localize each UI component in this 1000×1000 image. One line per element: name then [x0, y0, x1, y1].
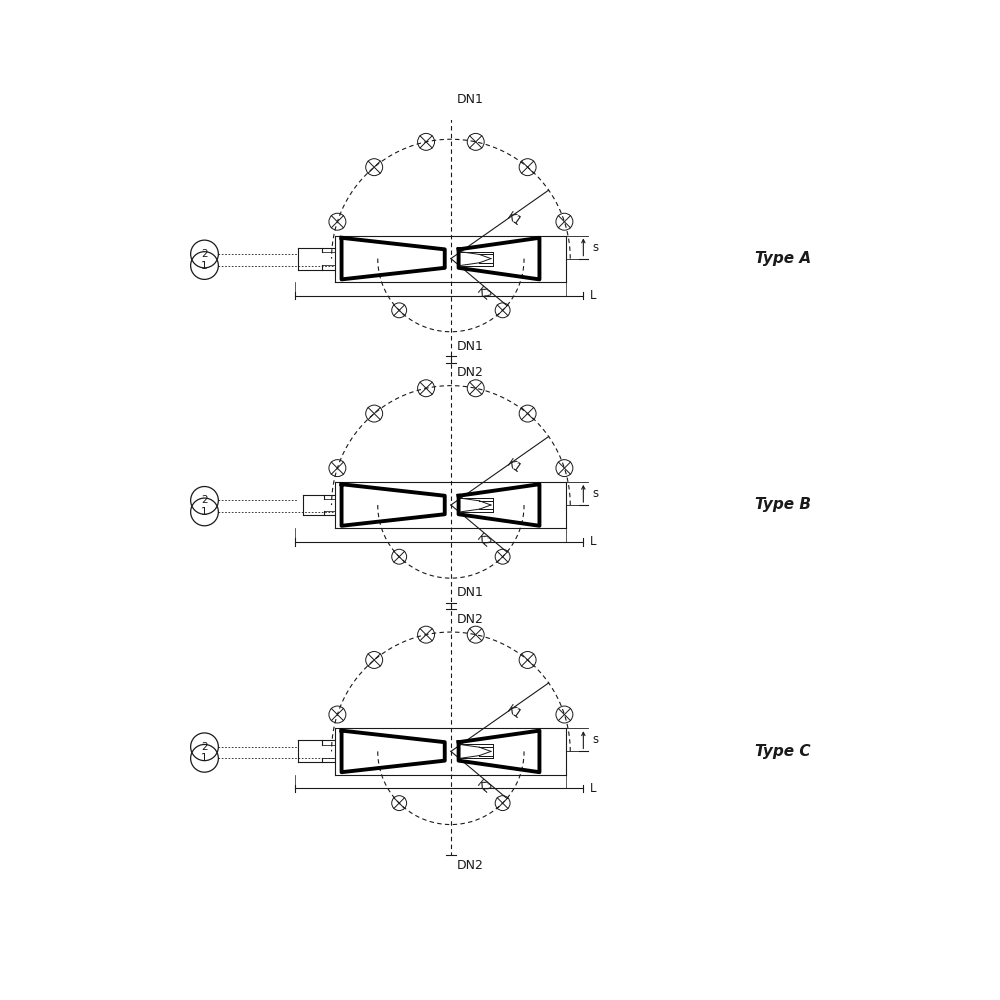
Text: DN2: DN2 [457, 859, 484, 872]
Text: DN2: DN2 [457, 366, 484, 379]
Text: s: s [593, 241, 599, 254]
Text: 2: 2 [201, 495, 208, 505]
Text: Type C: Type C [755, 744, 811, 759]
Text: L: L [590, 535, 596, 548]
Text: K1: K1 [504, 703, 524, 722]
Text: L: L [590, 782, 596, 795]
Text: DN2: DN2 [457, 613, 484, 626]
Text: Type B: Type B [755, 497, 811, 512]
Text: DN1: DN1 [457, 93, 484, 106]
Text: 1: 1 [201, 261, 208, 271]
Text: L: L [590, 289, 596, 302]
Text: 1: 1 [201, 507, 208, 517]
Text: K1: K1 [504, 210, 524, 229]
Text: s: s [593, 487, 599, 500]
Text: K2: K2 [474, 531, 494, 551]
Text: 1: 1 [201, 753, 208, 763]
Text: Type A: Type A [755, 251, 811, 266]
Text: K2: K2 [474, 285, 494, 304]
Text: K1: K1 [504, 456, 524, 476]
Text: 2: 2 [201, 249, 208, 259]
Text: DN1: DN1 [457, 340, 484, 353]
Text: DN1: DN1 [457, 586, 484, 599]
Text: s: s [593, 733, 599, 746]
Text: 2: 2 [201, 742, 208, 752]
Text: K2: K2 [474, 777, 494, 797]
